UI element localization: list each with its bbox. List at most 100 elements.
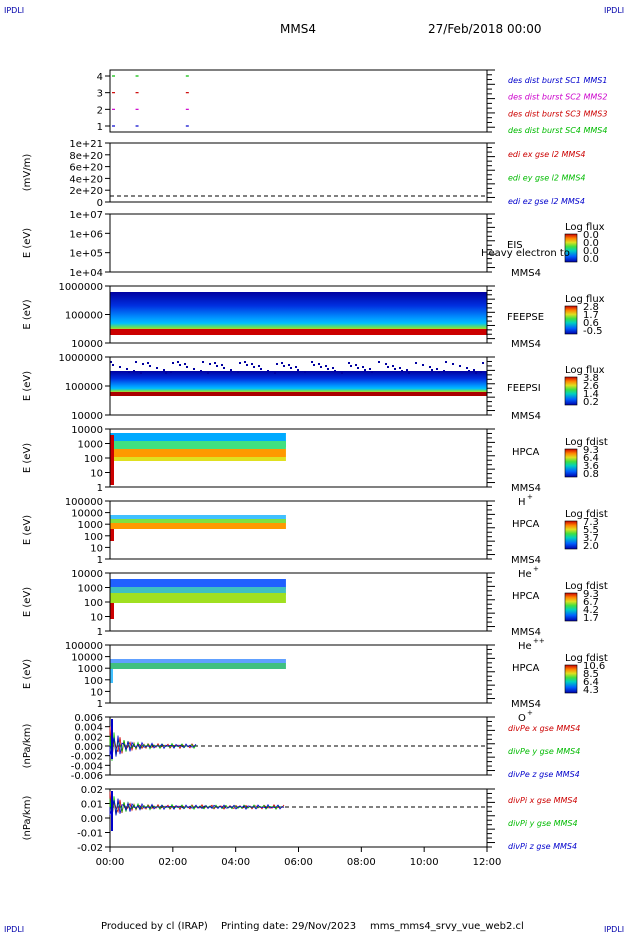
colorbar-tick: -0.5 (583, 326, 603, 337)
feepsi-speck (119, 366, 121, 368)
instrument-label: HPCA (512, 447, 540, 458)
colorbar-tick: 9.3 (583, 445, 599, 456)
feepsi-speck (214, 362, 216, 364)
colorbar-tick: 0.2 (583, 397, 599, 408)
series-line (109, 735, 197, 757)
feepsi-speck (378, 361, 380, 363)
feepsi-speck (401, 370, 403, 372)
colorbar (564, 448, 578, 478)
ylabel-feepsi: E (eV) (22, 371, 33, 401)
ytick-label: 100 (84, 676, 103, 687)
ylabel-eis: E (eV) (22, 228, 33, 258)
ytick-label: 1000 (78, 664, 103, 675)
feepsi-speck (325, 365, 327, 367)
feepsi-speck (276, 363, 278, 365)
feepsi-speck (230, 369, 232, 371)
ytick-label: 0.00 (81, 814, 103, 825)
feepsi-speck (207, 372, 209, 374)
ytick-label: -0.01 (77, 829, 103, 840)
feepse-low-band (110, 329, 487, 335)
feepsi-speck (165, 372, 167, 374)
feepsi-speck (128, 371, 130, 373)
feepsi-speck (369, 368, 371, 370)
feepsi-speck (436, 368, 438, 370)
feepsi-speck (142, 363, 144, 365)
feepsi-speck (304, 371, 306, 373)
instrument-label: HPCA (512, 663, 540, 674)
feepsi-speck (288, 364, 290, 366)
ytick-label: 1000 (78, 520, 103, 531)
spacecraft-label: MMS4 (511, 483, 541, 494)
legend-entry: divPi y gse MMS4 (508, 819, 578, 828)
colorbar-tick: 10.6 (583, 661, 605, 672)
feepsi-speck (258, 365, 260, 367)
panel-frame-efield (109, 142, 488, 203)
colorbar-tick: 1.4 (583, 389, 599, 400)
ytick-label: 10000 (71, 425, 103, 436)
ytick-label: 0.02 (81, 785, 103, 796)
feepsi-speck (179, 364, 181, 366)
feepsi-speck (355, 364, 357, 366)
logo-bottom-right: IPDLI (604, 925, 624, 934)
legend-entry: divPe z gse MMS4 (508, 770, 580, 779)
colorbar-tick: 0.6 (583, 318, 599, 329)
feepsi-speck (429, 366, 431, 368)
feepsi-speck (362, 366, 364, 368)
feepsi-speck (110, 361, 112, 363)
legend-entry: edi ez gse l2 MMS4 (508, 197, 585, 206)
ytick-label: 100 (84, 454, 103, 465)
hpca-hepp-top (110, 579, 286, 589)
feepsi-speck (445, 361, 447, 363)
feepsi-speck (223, 367, 225, 369)
ytick-label: 1 (97, 122, 103, 133)
ytick-label: 1000000 (58, 282, 103, 293)
panel-frame-divpi (109, 788, 488, 848)
feepsi-speck (126, 368, 128, 370)
ytick-label: 4 (97, 72, 103, 83)
ytick-label: 1 (97, 627, 103, 638)
feepsi-speck (200, 370, 202, 372)
colorbar-tick: 3.8 (583, 373, 599, 384)
xtick-label: 04:00 (221, 857, 250, 868)
logo-bottom-left: IPDLI (4, 925, 24, 934)
instrument-label: HPCA (512, 519, 540, 530)
hpca-h-mid (110, 441, 286, 449)
colorbar-tick: 9.3 (583, 589, 599, 600)
ytick-label: 1000 (78, 584, 103, 595)
ytick-label: 3 (97, 89, 103, 100)
feepsi-speck (244, 361, 246, 363)
colorbar-tick: 1.7 (583, 613, 599, 624)
feepsi-speck (186, 366, 188, 368)
colorbar-tick: 3.7 (583, 533, 599, 544)
feepsi-speck (371, 371, 373, 373)
xtick-label: 08:00 (347, 857, 376, 868)
ylabel-feepse: E (eV) (22, 299, 33, 329)
ytick-label: 100000 (65, 641, 103, 652)
colorbar-title: Log flux (565, 222, 605, 233)
feepsi-speck (466, 367, 468, 369)
feepsi-speck (459, 365, 461, 367)
legend-entry: divPe y gse MMS4 (508, 747, 580, 756)
colorbar-tick: 6.4 (583, 677, 599, 688)
colorbar (564, 305, 578, 335)
legend-entry: divPe x gse MMS4 (508, 724, 580, 733)
feepsi-speck (274, 372, 276, 374)
ytick-label: 10000 (71, 653, 103, 664)
ytick-label: 0.004 (74, 723, 103, 734)
ytick-label: 6e+20 (69, 163, 103, 174)
ytick-label: 2 (97, 105, 103, 116)
feepsi-speck (216, 365, 218, 367)
ylabel-hpca_he: E (eV) (22, 515, 33, 545)
colorbar-tick: 2.6 (583, 381, 599, 392)
spacecraft-label: MMS4 (511, 555, 541, 566)
overlay-label: Heavy electron to (481, 248, 570, 259)
instrument-label: FEEPSI (507, 383, 541, 394)
ytick-label: 10000 (71, 339, 103, 350)
feepsi-speck (327, 368, 329, 370)
feepsi-speck (283, 365, 285, 367)
colorbar-tick: 4.2 (583, 605, 599, 616)
feepsi-speck (399, 367, 401, 369)
ytick-label: 8e+20 (69, 151, 103, 162)
species-charge: + (527, 493, 533, 501)
feepsi-speck (468, 370, 470, 372)
